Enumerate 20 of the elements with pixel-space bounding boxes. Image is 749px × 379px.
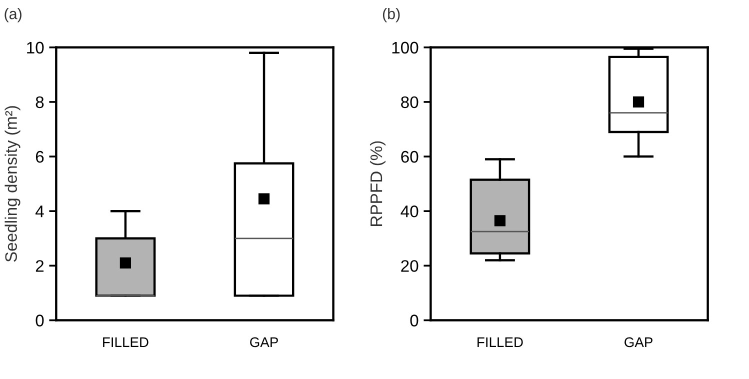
x-tick-label: FILLED (478, 337, 523, 347)
y-tick-label: 4 (35, 206, 44, 218)
y-tick-label: 100 (392, 42, 418, 54)
y-tick-label: 8 (36, 96, 44, 108)
x-tick-label: GAP (624, 337, 652, 348)
y-axis-title: Seedling density (m²) (4, 106, 20, 262)
x-tick-label: GAP (250, 337, 278, 348)
y-tick-label: 60 (401, 150, 418, 163)
x-tick-label: FILLED (103, 337, 148, 347)
y-tick-label: 0 (36, 314, 44, 326)
y-axis-title: RPPFD (%) (370, 141, 386, 226)
y-tick-label: 0 (410, 314, 418, 326)
chart-title: (a) (4, 8, 22, 22)
y-tick-label: 80 (401, 96, 418, 108)
y-tick-label: 20 (401, 260, 418, 272)
chart-title: (b) (382, 8, 400, 22)
y-tick-label: 40 (400, 206, 418, 218)
y-tick-label: 10 (27, 42, 44, 54)
y-tick-label: 2 (36, 260, 44, 272)
y-tick-label: 6 (36, 150, 44, 163)
